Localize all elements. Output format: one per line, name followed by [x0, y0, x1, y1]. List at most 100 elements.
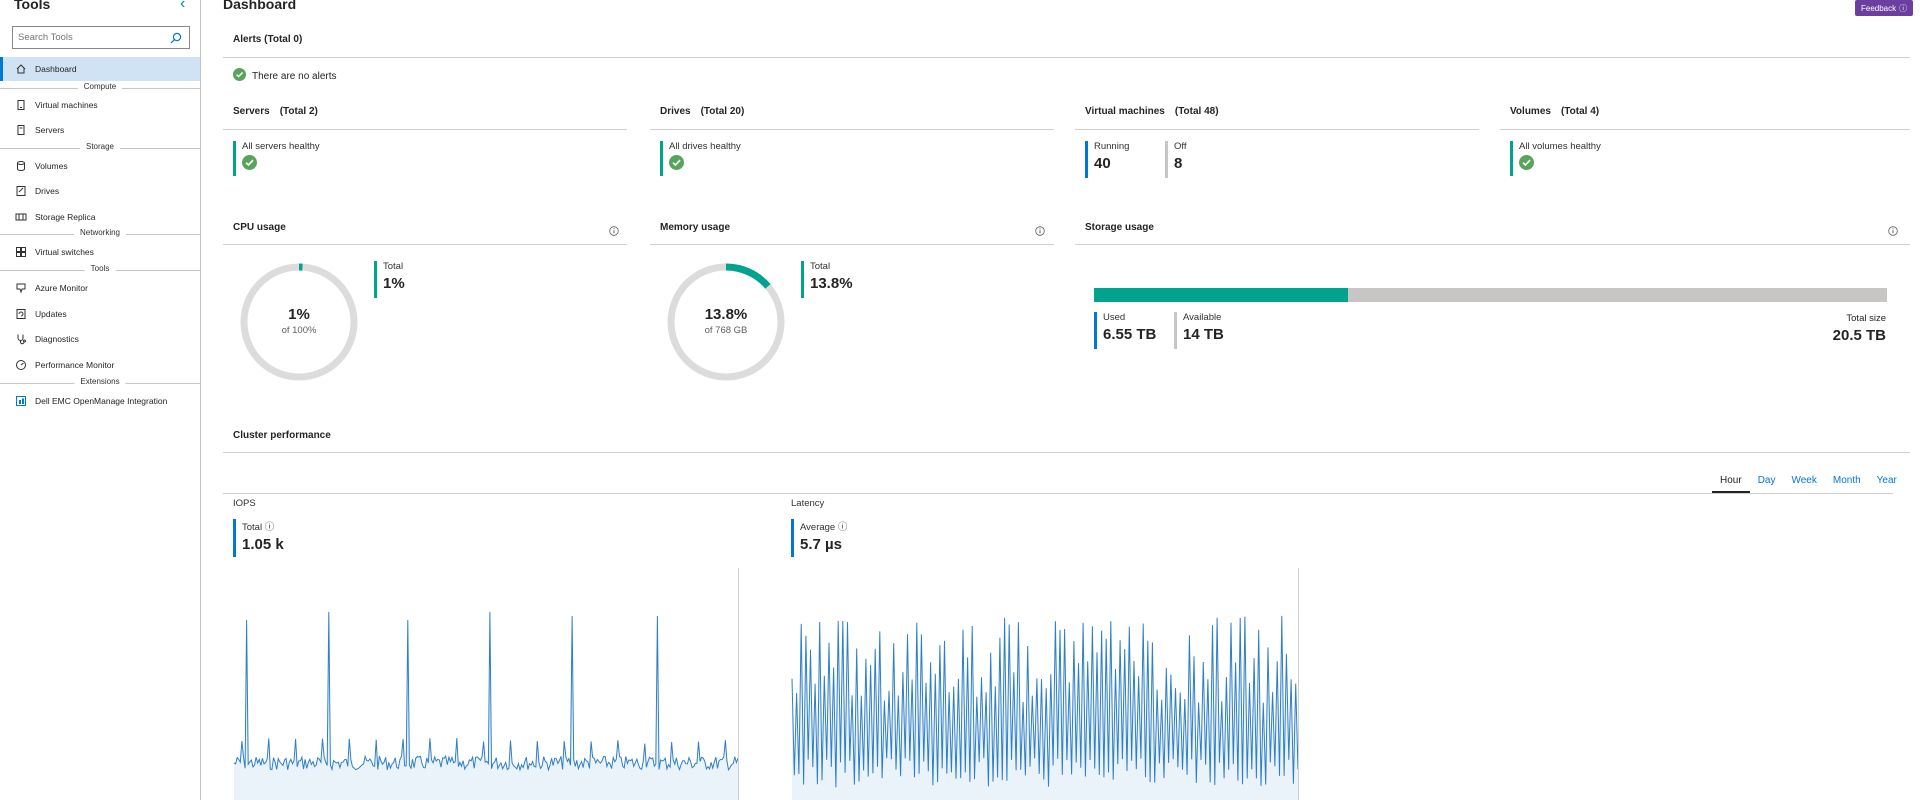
extension-icon	[15, 395, 27, 407]
feedback-icon: ⓘ	[1899, 3, 1908, 13]
storage-total-size: Total size 20.5 TB	[1833, 313, 1886, 344]
vms-running-label: Running	[1094, 141, 1130, 152]
storage-used-label: Used	[1103, 312, 1126, 323]
cpu-total-tile: Total 1%	[374, 261, 405, 298]
switch-icon	[15, 246, 27, 258]
sidebar-item-storage-replica[interactable]: Storage Replica	[0, 205, 200, 229]
memory-total-tile: Total 13.8%	[801, 261, 853, 298]
iops-total-value: 1.05 k	[242, 536, 284, 553]
sidebar-item-label: Diagnostics	[35, 334, 79, 344]
sidebar-item-label: Drives	[35, 186, 60, 196]
divider	[223, 493, 1893, 494]
sidebar-item-performance-monitor[interactable]: Performance Monitor	[0, 353, 200, 377]
tab-month[interactable]: Month	[1832, 475, 1861, 486]
info-icon[interactable]: ⓘ	[264, 522, 275, 533]
tab-day[interactable]: Day	[1757, 475, 1776, 486]
search-icon[interactable]	[170, 31, 182, 49]
section-networking: Networking	[0, 228, 200, 239]
feedback-button[interactable]: Feedback ⓘ	[1855, 0, 1914, 16]
memory-donut-center: 13.8% of 768 GB	[666, 306, 786, 336]
storage-total-value: 20.5 TB	[1832, 327, 1886, 344]
vms-off-value: 8	[1174, 155, 1183, 172]
latency-line-chart	[791, 568, 1299, 800]
section-storage: Storage	[0, 142, 200, 153]
sidebar-item-dashboard[interactable]: Dashboard	[0, 57, 200, 81]
sidebar-item-azure-monitor[interactable]: Azure Monitor	[0, 276, 200, 300]
cpu-info-icon[interactable]	[609, 223, 619, 241]
memory-value-arc	[725, 263, 771, 289]
storage-used-tile: Used 6.55 TB	[1094, 312, 1156, 349]
vms-off-tile: Off 8	[1165, 141, 1187, 178]
search-box[interactable]	[12, 26, 190, 49]
updates-icon	[15, 308, 27, 320]
drives-status: All drives healthy	[669, 141, 741, 152]
replica-icon	[15, 211, 27, 223]
alerts-title: Alerts (Total 0)	[233, 34, 303, 45]
storage-used-fill	[1094, 288, 1348, 302]
tab-hour[interactable]: Hour	[1712, 475, 1750, 493]
volumes-status-tile: All volumes healthy	[1510, 141, 1601, 176]
sidebar-item-label: Servers	[35, 125, 65, 135]
storage-used-value: 6.55 TB	[1103, 326, 1157, 343]
sidebar-item-label: Azure Monitor	[35, 283, 88, 293]
iops-total-tile: Total ⓘ 1.05 k	[233, 519, 284, 557]
sidebar-item-label: Dell EMC OpenManage Integration	[35, 396, 168, 406]
sidebar-item-virtual-machines[interactable]: Virtual machines	[0, 93, 200, 117]
storage-info-icon[interactable]	[1888, 223, 1898, 241]
tab-week[interactable]: Week	[1791, 475, 1817, 486]
sidebar-item-drives[interactable]: Drives	[0, 179, 200, 203]
memory-info-icon[interactable]	[1035, 223, 1045, 241]
sidebar-item-label: Virtual machines	[35, 100, 98, 110]
servers-title: Servers (Total 2)	[233, 106, 318, 117]
cpu-total-value: 1%	[383, 275, 405, 292]
iops-total-label: Total	[242, 522, 263, 533]
memory-total-value: 13.8%	[810, 275, 853, 292]
latency-series-line	[791, 615, 1299, 788]
gauge-icon	[15, 359, 27, 371]
cluster-title: Cluster performance	[233, 430, 331, 441]
storage-usage-bar	[1094, 288, 1887, 302]
sidebar-item-volumes[interactable]: Volumes	[0, 154, 200, 178]
sidebar-item-label: Volumes	[35, 161, 68, 171]
search-input[interactable]	[13, 27, 163, 48]
monitor-icon	[15, 282, 27, 294]
sidebar-item-updates[interactable]: Updates	[0, 302, 200, 326]
sidebar-item-label: Dashboard	[35, 64, 77, 74]
iops-area	[234, 612, 738, 800]
home-icon	[15, 63, 27, 75]
drive-icon	[15, 185, 27, 197]
storage-title: Storage usage	[1085, 222, 1154, 233]
sidebar-item-label: Updates	[35, 309, 67, 319]
memory-donut-chart	[667, 263, 785, 381]
drives-status-tile: All drives healthy	[660, 141, 741, 176]
cpu-title: CPU usage	[233, 222, 286, 233]
collapse-icon[interactable]: ‹	[180, 0, 186, 12]
memory-total-label: Total	[810, 261, 831, 272]
section-tools: Tools	[0, 264, 200, 275]
divider	[650, 129, 1054, 130]
divider	[223, 244, 627, 245]
check-circle-icon	[669, 155, 741, 175]
memory-center-value: 13.8%	[704, 306, 748, 323]
latency-title: Latency	[791, 498, 825, 509]
sidebar-item-dell-emc-openmanage[interactable]: Dell EMC OpenManage Integration	[0, 389, 200, 413]
storage-available-value: 14 TB	[1183, 326, 1224, 343]
sidebar-item-diagnostics[interactable]: Diagnostics	[0, 327, 200, 351]
info-icon[interactable]: ⓘ	[837, 522, 848, 533]
check-circle-icon	[242, 155, 320, 175]
storage-available-label: Available	[1183, 312, 1222, 323]
alerts-message: There are no alerts	[252, 70, 337, 82]
divider	[223, 452, 1910, 453]
volumes-status: All volumes healthy	[1519, 141, 1601, 152]
divider	[223, 57, 1910, 58]
check-circle-icon	[1519, 155, 1601, 175]
main-content: Dashboard Feedback ⓘ Alerts (Total 0) Th…	[201, 0, 1920, 800]
vms-running-tile: Running 40	[1085, 141, 1129, 178]
cpu-donut-chart	[240, 263, 358, 381]
tab-year[interactable]: Year	[1876, 475, 1897, 486]
sidebar-item-servers[interactable]: Servers	[0, 118, 200, 142]
cpu-donut-center: 1% of 100%	[239, 306, 359, 336]
sidebar-item-virtual-switches[interactable]: Virtual switches	[0, 240, 200, 264]
cpu-track	[240, 263, 358, 381]
memory-title: Memory usage	[660, 222, 731, 233]
